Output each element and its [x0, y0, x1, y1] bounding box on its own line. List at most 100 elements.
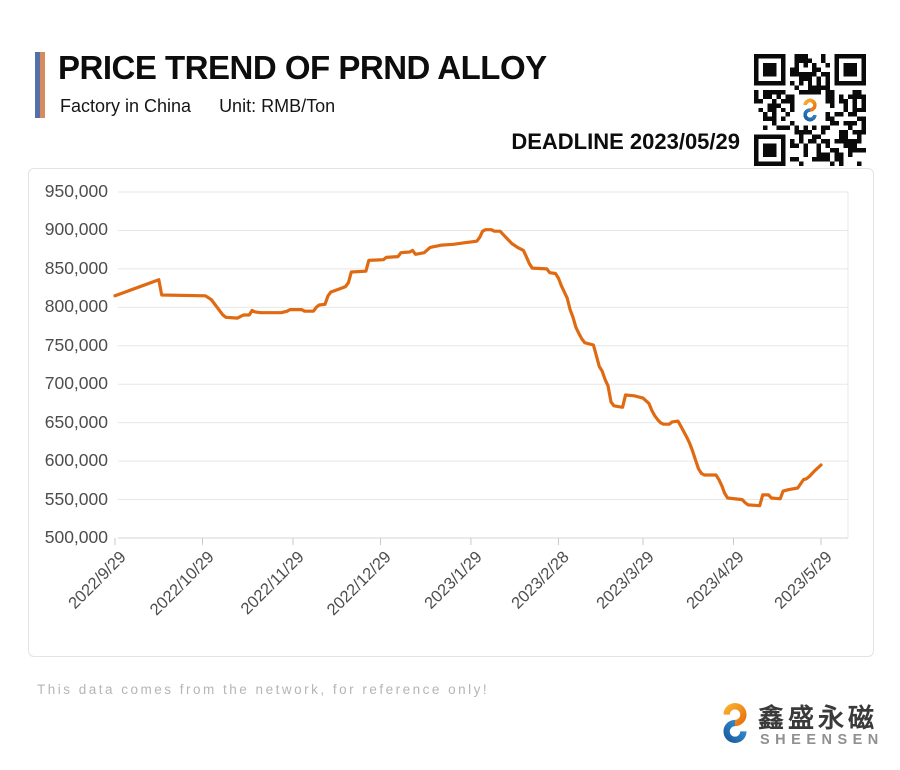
qr-module: [771, 71, 777, 77]
qr-module: [843, 121, 849, 126]
qr-code-image: [754, 54, 866, 166]
qr-module: [830, 161, 835, 166]
qr-module: [762, 152, 768, 158]
qr-module: [848, 143, 853, 149]
qr-module: [816, 89, 822, 95]
qr-module: [794, 62, 799, 68]
qr-module: [852, 98, 858, 104]
qr-module: [807, 85, 813, 90]
qr-module: [825, 125, 831, 131]
qr-module: [861, 94, 866, 99]
qr-module: [843, 54, 849, 59]
qr-module: [807, 130, 813, 135]
qr-module: [812, 62, 817, 68]
qr-module: [812, 125, 817, 131]
qr-module: [780, 125, 786, 131]
qr-module: [852, 80, 858, 86]
qr-module: [816, 157, 822, 162]
qr-module: [812, 157, 817, 162]
qr-module: [754, 54, 759, 59]
qr-module: [771, 107, 777, 113]
qr-module: [798, 139, 804, 144]
sheensen-s-icon: [714, 694, 756, 752]
qr-module: [861, 107, 866, 113]
qr-module: [848, 71, 853, 77]
qr-module: [780, 71, 786, 77]
qr-module: [780, 148, 786, 153]
qr-module: [803, 54, 808, 59]
qr-module: [861, 67, 866, 72]
qr-module: [767, 161, 772, 166]
qr-module: [843, 107, 849, 113]
qr-module: [807, 89, 813, 95]
accent-bar-orange: [40, 52, 45, 118]
qr-module: [762, 125, 768, 131]
qr-module: [771, 54, 777, 59]
qr-module: [789, 103, 795, 108]
qr-module: [771, 98, 777, 104]
deadline-label: DEADLINE 2023/05/29: [511, 129, 740, 154]
brand-logo: 鑫盛永磁 SHEENSEN: [714, 692, 884, 754]
qr-module: [812, 134, 817, 140]
qr-module: [758, 161, 763, 166]
qr-module: [843, 134, 849, 140]
qr-module: [825, 152, 831, 158]
qr-module: [861, 103, 866, 108]
qr-module: [803, 148, 808, 153]
qr-module: [789, 157, 795, 162]
qr-module: [785, 98, 790, 104]
qr-module: [825, 76, 831, 81]
qr-module: [839, 54, 844, 59]
qr-module: [771, 80, 777, 86]
qr-module: [852, 103, 858, 108]
qr-module: [834, 139, 840, 144]
qr-module: [803, 125, 808, 131]
qr-module: [780, 62, 786, 68]
qr-module: [834, 58, 840, 63]
qr-module: [852, 121, 858, 126]
qr-module: [830, 103, 835, 108]
qr-module: [780, 157, 786, 162]
qr-module: [821, 125, 826, 131]
qr-module: [803, 62, 808, 68]
qr-module: [816, 143, 822, 149]
qr-module: [848, 94, 853, 99]
qr-module: [794, 58, 799, 63]
qr-module: [857, 80, 862, 86]
qr-module: [798, 161, 804, 166]
qr-module: [861, 62, 866, 68]
qr-module: [798, 89, 804, 95]
qr-module: [852, 139, 858, 144]
qr-module: [807, 80, 813, 86]
qr-module: [762, 71, 768, 77]
qr-module: [803, 143, 808, 149]
qr-module: [767, 71, 772, 77]
qr-module: [839, 161, 844, 166]
qr-module: [794, 85, 799, 90]
qr-module: [780, 76, 786, 81]
chart-card: [28, 168, 874, 657]
qr-module: [857, 134, 862, 140]
qr-module: [771, 62, 777, 68]
qr-module: [834, 80, 840, 86]
qr-module: [767, 148, 772, 153]
qr-module: [830, 116, 835, 122]
qr-module: [754, 152, 759, 158]
qr-module: [789, 67, 795, 72]
qr-module: [767, 152, 772, 158]
qr-module: [821, 139, 826, 144]
qr-module: [852, 112, 858, 117]
qr-module: [798, 76, 804, 81]
qr-module: [834, 54, 840, 59]
qr-module: [762, 94, 768, 99]
qr-module: [754, 67, 759, 72]
qr-module: [762, 67, 768, 72]
qr-module: [780, 161, 786, 166]
qr-module: [771, 134, 777, 140]
qr-module: [780, 89, 786, 95]
qr-module: [852, 54, 858, 59]
qr-module: [794, 54, 799, 59]
qr-module: [803, 89, 808, 95]
qr-module: [789, 139, 795, 144]
qr-module: [857, 161, 862, 166]
